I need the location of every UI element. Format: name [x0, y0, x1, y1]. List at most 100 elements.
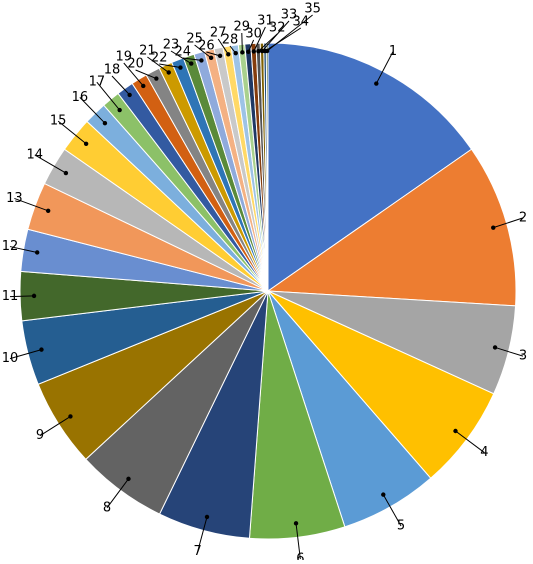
leader-dot [31, 293, 37, 299]
slice-label: 28 [222, 33, 239, 48]
leader-line [170, 50, 192, 65]
slice-label: 25 [186, 32, 203, 47]
leader-line [79, 97, 106, 124]
slice-label: 6 [296, 552, 304, 560]
leader-line [39, 415, 71, 437]
slice-label: 11 [2, 289, 19, 304]
leader-line [96, 81, 121, 111]
slice-label: 5 [397, 518, 405, 533]
slice-label: 4 [480, 445, 488, 460]
slice-label: 35 [304, 2, 321, 17]
slice-label: 16 [72, 90, 89, 105]
slice-label: 29 [234, 20, 251, 35]
leader-dot [199, 58, 204, 63]
slice-label: 24 [175, 45, 192, 60]
slice-label: 20 [127, 57, 144, 72]
leader-line [123, 62, 144, 87]
leader-dot [256, 48, 261, 54]
leader-line [57, 120, 87, 145]
leader-dot [246, 49, 251, 55]
slice-label: 34 [293, 15, 310, 30]
leader-line [182, 57, 202, 61]
slice-label: 15 [50, 114, 67, 129]
leader-dot [381, 492, 386, 497]
leader-line [197, 516, 208, 552]
slice-label: 31 [257, 14, 274, 29]
leader-line [493, 217, 524, 229]
slice-label: 33 [281, 8, 298, 23]
leader-line [159, 63, 181, 69]
slice-label: 2 [519, 210, 527, 225]
leader-dot [491, 225, 496, 230]
leader-dot [208, 55, 214, 61]
leader-dot [102, 120, 108, 126]
leader-dot [240, 50, 245, 55]
leader-line [241, 32, 243, 53]
leader-dot [126, 476, 131, 482]
slice-label: 26 [198, 39, 215, 54]
slice-label: 32 [269, 21, 286, 36]
slice-label: 27 [210, 26, 227, 41]
slice-label: 23 [163, 38, 180, 53]
slice-label: 1 [389, 44, 397, 59]
leader-line [9, 295, 35, 298]
leader-dot [492, 345, 498, 350]
leader-dot [226, 52, 231, 57]
leader-dot [34, 250, 40, 255]
leader-line [206, 51, 221, 57]
leader-line [14, 197, 49, 212]
slice-label: 19 [116, 50, 133, 65]
leader-line [147, 56, 170, 73]
leader-line [261, 20, 290, 52]
leader-line [9, 246, 38, 253]
leader-line [382, 494, 402, 527]
leader-dot [251, 49, 257, 54]
leader-dot [264, 48, 270, 54]
leader-line [295, 523, 301, 560]
leader-line [9, 349, 42, 360]
leader-line [375, 51, 394, 84]
leader-line [258, 33, 278, 52]
leader-dot [374, 81, 379, 86]
leader-line [194, 44, 212, 59]
leader-dot [453, 428, 458, 434]
leader-line [455, 430, 485, 453]
leader-line [111, 75, 131, 96]
leader-dot [117, 107, 122, 113]
slice-label: 12 [2, 239, 19, 254]
slice-label: 22 [151, 51, 168, 66]
slice-label: 3 [519, 349, 527, 364]
leader-line [494, 346, 524, 357]
leader-dot [233, 50, 238, 56]
leader-dot [68, 414, 73, 419]
slice-label: 18 [104, 63, 121, 78]
slice-label: 13 [6, 191, 23, 206]
slice-label: 30 [245, 27, 262, 42]
leader-dot [178, 65, 183, 70]
leader-dot [127, 92, 132, 98]
slice-label: 7 [193, 544, 201, 559]
leader-line [264, 27, 302, 52]
slice-label: 14 [27, 147, 44, 162]
leader-dot [154, 76, 159, 81]
leader-dot [189, 61, 194, 66]
leader-dot [63, 170, 69, 176]
slice-label: 17 [89, 75, 106, 90]
leader-dot [204, 514, 210, 520]
leader-dot [39, 347, 44, 352]
leader-line [135, 69, 157, 80]
leader-dot [293, 521, 299, 526]
pie-slice [266, 148, 517, 307]
slice-label: 10 [2, 351, 19, 366]
leader-line [106, 478, 129, 509]
slice-label: 9 [36, 428, 44, 443]
slice-label: 21 [139, 44, 156, 59]
leader-dot [45, 208, 51, 213]
leader-dot [83, 141, 89, 146]
leader-dot [166, 70, 171, 75]
leader-line [266, 14, 313, 52]
leader-line [253, 26, 266, 52]
leader-dot [141, 83, 146, 89]
